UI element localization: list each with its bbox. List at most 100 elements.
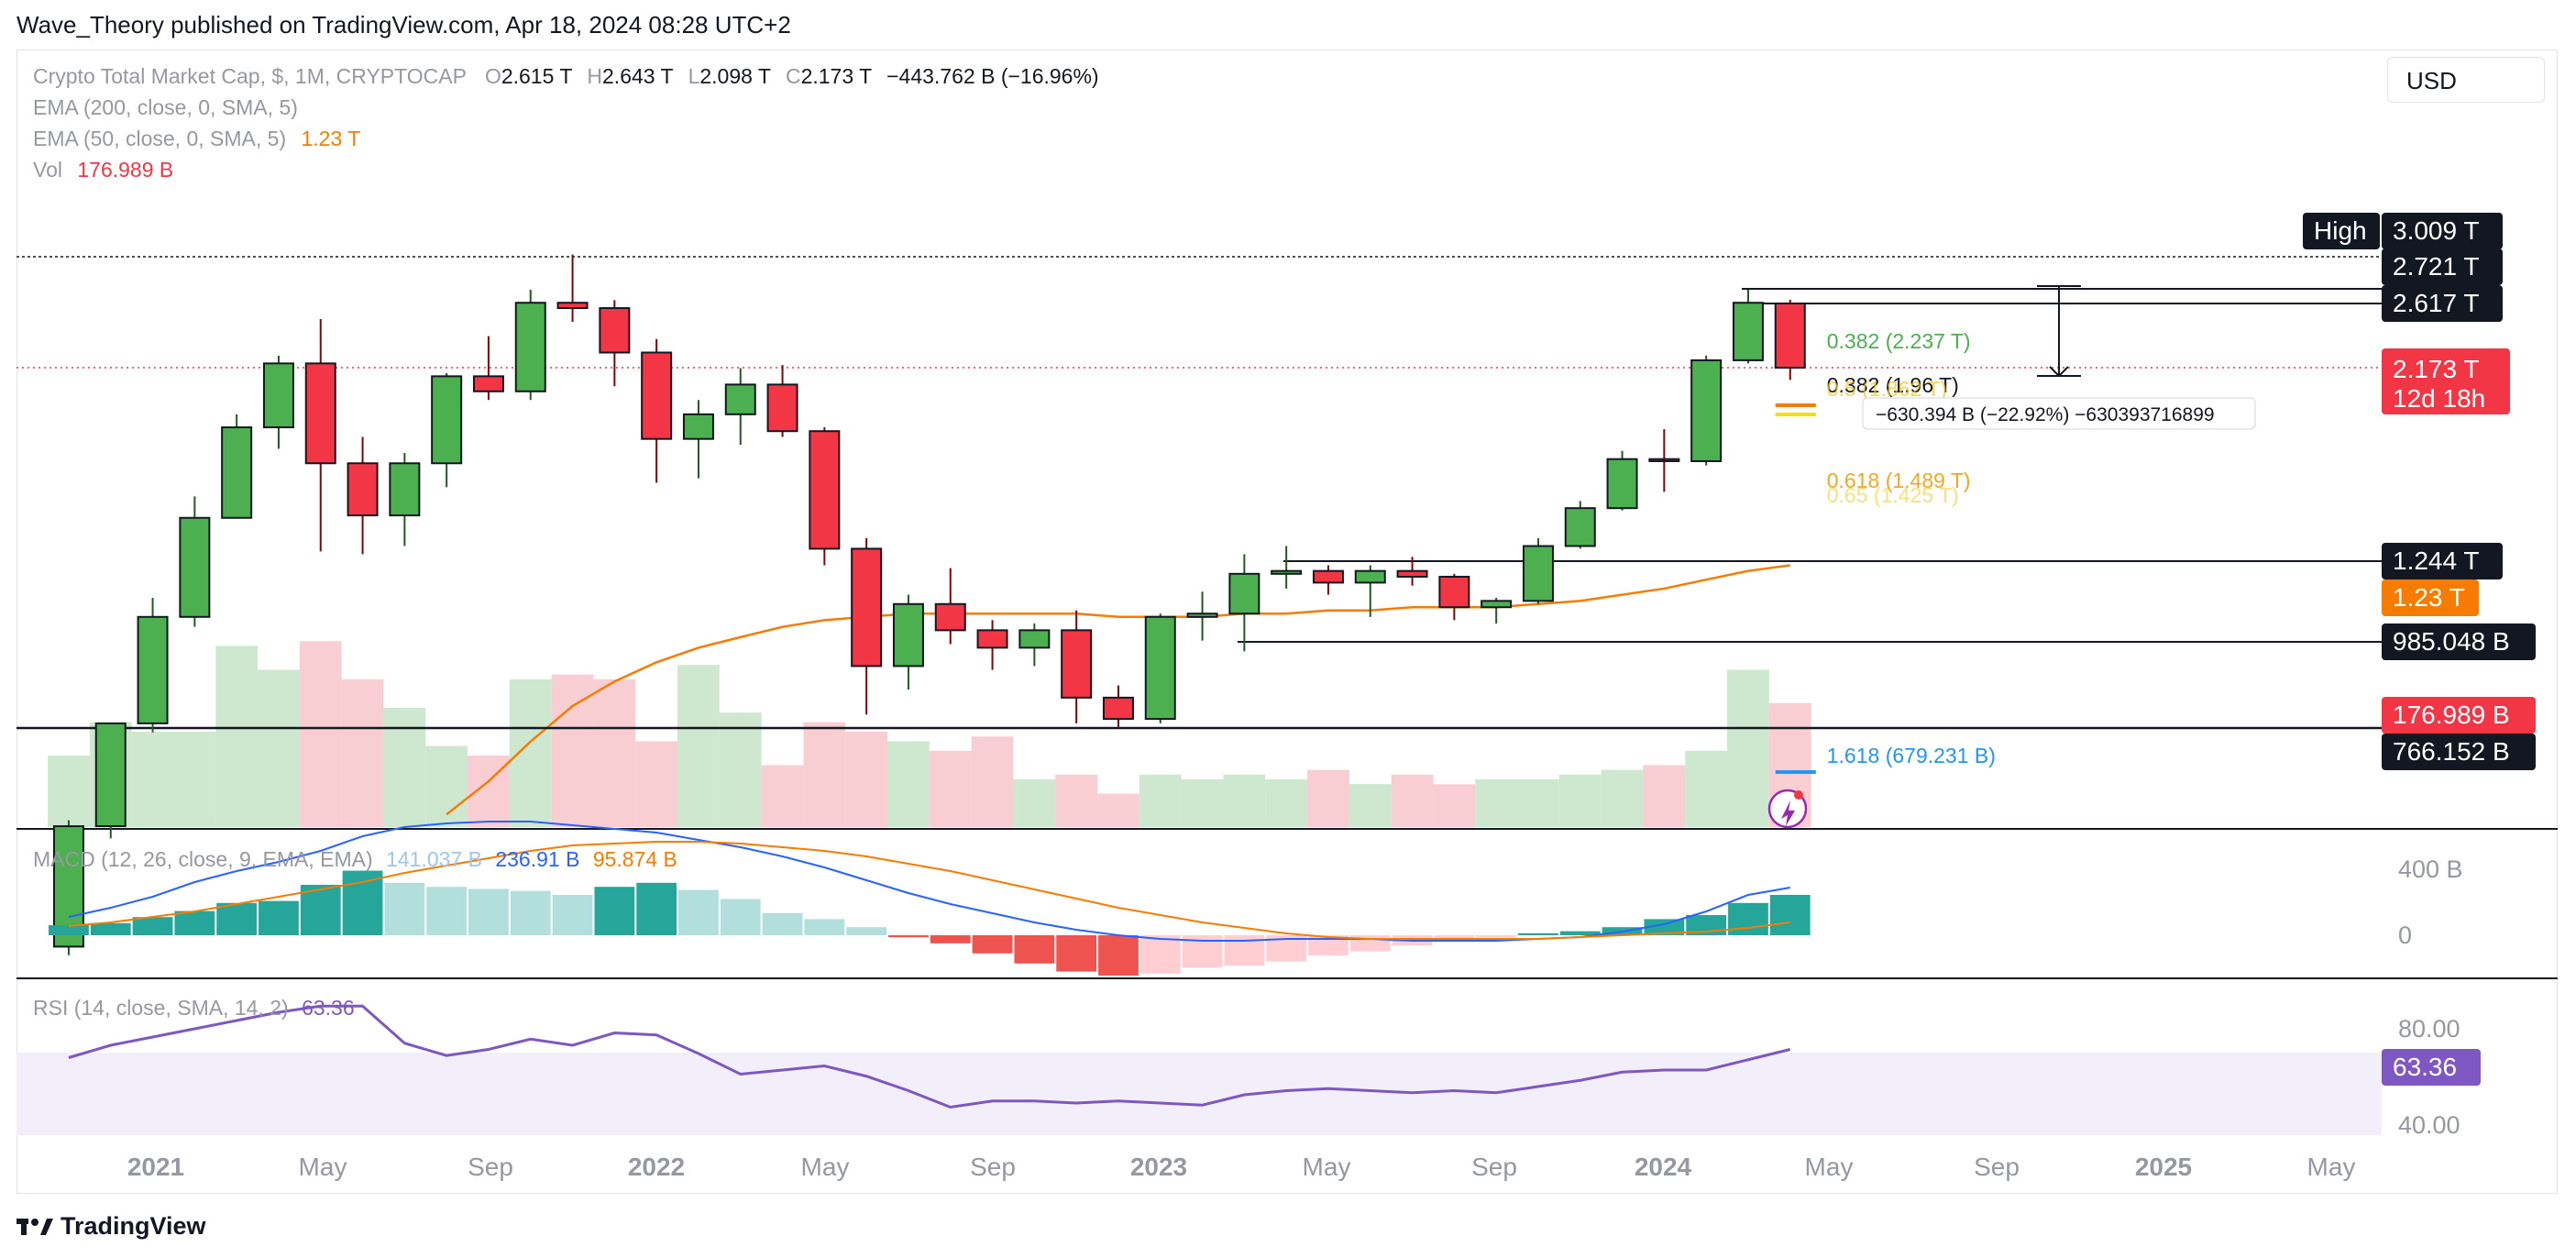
candle: [389, 452, 421, 546]
candle: [1606, 450, 1638, 511]
time-axis-tick: Sep: [1471, 1153, 1517, 1181]
macd-hist-bar: [90, 922, 131, 935]
fib-065-label: 0.65 (1.425 T): [1827, 483, 1959, 507]
currency-selector[interactable]: USD: [2387, 57, 2545, 103]
volume-tag: 176.989 B: [2382, 697, 2536, 734]
volume-bar: [761, 765, 804, 827]
volume-bar: [1055, 774, 1098, 827]
legend-high-key: H: [587, 64, 603, 88]
rsi-tag-text: 63.36: [2393, 1053, 2457, 1081]
legend-open-key: O: [484, 64, 501, 88]
candle-body: [431, 375, 463, 465]
volume-bar: [1727, 669, 1769, 827]
candle: [682, 400, 714, 479]
candle-body: [1732, 302, 1764, 361]
volume-bar: [1265, 779, 1308, 827]
candle-body: [179, 516, 211, 618]
axes-layer: 4 T2.45 T1.85 T1.45 T610 B400 B080.0040.…: [127, 855, 2463, 1181]
candle-body: [1774, 302, 1806, 370]
macd-hist-bar: [1308, 935, 1349, 955]
candle: [1774, 299, 1806, 381]
legend-close: 2.173 T: [800, 64, 872, 88]
candle-body: [1690, 359, 1723, 462]
fib-0382b-label: 0.382 (1.96 T): [1827, 373, 1959, 397]
candle-body: [976, 629, 1008, 649]
legend-rsi-value: 63.36: [302, 996, 355, 1020]
time-axis-tick: 2023: [1130, 1153, 1187, 1181]
volume-bar: [1517, 779, 1559, 827]
macd-hist-bar: [552, 895, 593, 935]
legend-volume: Vol 176.989 B: [33, 158, 173, 182]
volume-bar: [1391, 774, 1434, 827]
macd-hist-bar: [259, 900, 299, 935]
volume-bar: [1558, 774, 1602, 827]
level-tag-bg: [2382, 248, 2503, 285]
candle-body: [641, 351, 673, 440]
volume-bar: [1349, 784, 1392, 827]
candle: [1061, 610, 1093, 723]
level-tag-text: 2.617 T: [2393, 289, 2479, 317]
candle-body: [1481, 600, 1513, 609]
candle-body: [137, 615, 169, 724]
legend-open: 2.615 T: [501, 64, 572, 88]
ema50-line: [446, 564, 1790, 816]
macd-hist-bar: [1098, 935, 1139, 976]
measure-box: [1862, 397, 2256, 430]
level-tag-bg: [2382, 285, 2503, 322]
macd-axis-tick: 0: [2398, 921, 2412, 949]
macd-hist-bar: [888, 935, 929, 938]
candle: [1186, 591, 1218, 641]
candle: [599, 300, 631, 387]
candle-body: [1061, 629, 1093, 699]
volume-bar: [1601, 769, 1644, 827]
volume-bar: [299, 641, 342, 827]
level-tag-bg: [2382, 734, 2536, 770]
candle: [137, 597, 169, 733]
legend-close-key: C: [785, 64, 801, 88]
candle: [892, 594, 924, 690]
macd-hist-bar: [1056, 935, 1097, 972]
candle: [766, 365, 798, 437]
volume-bar: [719, 712, 762, 827]
fib-1618-label: 1.618 (679.231 B): [1827, 744, 1996, 767]
candle-body: [1354, 569, 1386, 584]
time-axis-tick: Sep: [468, 1153, 513, 1181]
volume-bar: [1685, 750, 1728, 827]
macd-hist-bar: [49, 925, 89, 935]
candle: [1018, 623, 1051, 667]
candle: [1690, 355, 1723, 466]
time-axis-tick: May: [299, 1153, 347, 1181]
macd-hist-bar: [510, 890, 551, 935]
macd-hist-bar: [846, 927, 887, 935]
candle-body: [766, 383, 798, 433]
candle-body: [1564, 507, 1596, 547]
volume-bar: [551, 674, 594, 827]
volume-bar: [1475, 779, 1518, 827]
volume-layer: [48, 641, 1811, 827]
candle-body: [262, 362, 294, 429]
candle: [1438, 573, 1470, 621]
macd-hist-bar: [1476, 935, 1517, 938]
candle-body: [1102, 696, 1134, 721]
level-tag: 1.244 T: [2382, 543, 2503, 579]
volume-bar: [1223, 774, 1266, 827]
time-axis-tick: Sep: [970, 1153, 1016, 1181]
candle: [809, 427, 841, 566]
volume-tag-text: 176.989 B: [2393, 701, 2510, 729]
macd-hist-bar: [300, 885, 341, 935]
macd-hist-bar: [1559, 931, 1601, 935]
candle: [934, 568, 966, 645]
volume-bar: [593, 679, 636, 827]
macd-axis-tick: 400 B: [2398, 855, 2463, 883]
time-axis-tick: 2025: [2135, 1153, 2192, 1181]
tradingview-brand[interactable]: TradingView: [17, 1212, 206, 1241]
candle: [976, 620, 1008, 670]
time-axis-tick: May: [1805, 1153, 1854, 1181]
candle: [1312, 565, 1344, 595]
rsi-band: [17, 1053, 2382, 1135]
candle-body: [724, 383, 756, 415]
candles-layer: [52, 254, 1806, 955]
level-tag-text: 985.048 B: [2393, 627, 2510, 656]
level-tag: 2.617 T: [2382, 285, 2503, 322]
